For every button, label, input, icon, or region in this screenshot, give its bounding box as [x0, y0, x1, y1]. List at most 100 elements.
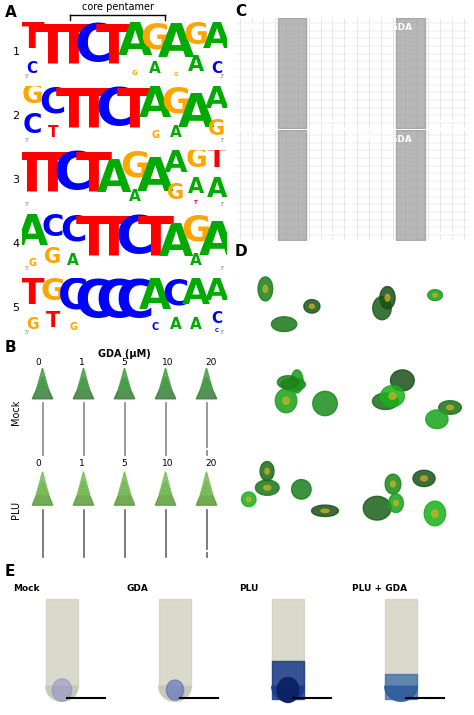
Polygon shape — [201, 472, 213, 495]
Text: G: G — [151, 130, 159, 140]
Text: A: A — [191, 252, 202, 267]
Text: T: T — [35, 149, 71, 201]
Polygon shape — [159, 686, 191, 701]
Text: A: A — [137, 156, 173, 201]
Polygon shape — [421, 476, 428, 481]
Text: 3': 3' — [220, 330, 225, 335]
Text: PLU: PLU — [239, 24, 259, 32]
Polygon shape — [242, 492, 256, 507]
Text: 3': 3' — [220, 266, 225, 271]
Text: 5: 5 — [122, 460, 128, 468]
Text: C: C — [42, 212, 64, 242]
Text: 0: 0 — [36, 358, 41, 368]
Polygon shape — [118, 472, 131, 495]
Polygon shape — [313, 391, 337, 415]
Text: C: C — [74, 277, 113, 329]
Text: 4: 4 — [12, 239, 19, 249]
Polygon shape — [265, 468, 269, 474]
Text: 0: 0 — [36, 460, 41, 468]
Text: A: A — [205, 84, 228, 114]
Text: T: T — [20, 277, 45, 311]
Polygon shape — [159, 598, 191, 686]
Polygon shape — [159, 472, 172, 495]
Text: A: A — [203, 21, 231, 55]
Polygon shape — [413, 470, 435, 487]
Text: PLU: PLU — [239, 358, 259, 366]
Text: GDA (μM): GDA (μM) — [98, 349, 151, 359]
Text: 3': 3' — [220, 202, 225, 207]
Text: A: A — [149, 61, 161, 76]
Polygon shape — [433, 293, 438, 297]
Text: 3': 3' — [220, 74, 225, 79]
Text: A: A — [188, 55, 204, 75]
Text: C: C — [215, 327, 219, 332]
Text: D: D — [235, 245, 247, 260]
Polygon shape — [272, 661, 304, 699]
Polygon shape — [258, 277, 273, 301]
Polygon shape — [155, 377, 176, 399]
Text: E: E — [5, 565, 15, 579]
Text: C: C — [211, 61, 222, 76]
Text: 3: 3 — [12, 175, 19, 185]
Text: PLU + GDA: PLU + GDA — [356, 24, 412, 32]
Text: T: T — [96, 21, 132, 73]
Text: T: T — [76, 149, 112, 201]
Text: 5': 5' — [24, 266, 29, 271]
Polygon shape — [447, 405, 454, 410]
Polygon shape — [263, 285, 268, 292]
Polygon shape — [380, 287, 395, 309]
Text: T: T — [35, 21, 71, 73]
Text: T: T — [76, 213, 112, 265]
Text: 20: 20 — [205, 460, 216, 468]
Text: C: C — [95, 277, 134, 329]
Text: C: C — [58, 276, 89, 318]
Polygon shape — [304, 300, 320, 313]
Text: PLU: PLU — [239, 583, 259, 593]
Text: A: A — [139, 276, 172, 318]
Text: C: C — [163, 277, 189, 311]
Text: C: C — [211, 311, 222, 326]
Polygon shape — [114, 377, 135, 399]
Polygon shape — [385, 295, 390, 301]
Text: A: A — [5, 5, 17, 20]
Polygon shape — [381, 385, 404, 407]
Text: G: G — [184, 21, 209, 50]
Text: 1: 1 — [79, 358, 84, 368]
Text: T: T — [55, 85, 91, 137]
Polygon shape — [311, 505, 338, 516]
Text: 10: 10 — [162, 358, 173, 368]
Text: G: G — [167, 183, 184, 203]
Polygon shape — [196, 377, 217, 399]
Text: T: T — [117, 85, 153, 137]
Polygon shape — [385, 474, 401, 494]
Text: C: C — [235, 4, 246, 19]
Text: G: G — [185, 147, 207, 173]
Polygon shape — [32, 377, 53, 399]
Text: G: G — [26, 317, 38, 332]
Text: G: G — [182, 213, 211, 247]
Text: T: T — [194, 199, 198, 204]
Polygon shape — [272, 598, 304, 686]
Polygon shape — [114, 480, 135, 506]
Text: core pentamer: core pentamer — [82, 2, 154, 12]
Text: CIM: CIM — [239, 136, 258, 144]
Polygon shape — [73, 377, 94, 399]
Text: A: A — [157, 21, 194, 66]
Polygon shape — [385, 686, 417, 701]
Polygon shape — [246, 497, 251, 501]
Text: Mock: Mock — [11, 400, 21, 425]
Text: 10: 10 — [162, 460, 173, 468]
Polygon shape — [155, 480, 176, 506]
Polygon shape — [159, 368, 172, 390]
Polygon shape — [46, 686, 78, 701]
Polygon shape — [290, 383, 297, 386]
Text: C: C — [27, 61, 38, 76]
Text: 5': 5' — [24, 138, 29, 143]
Polygon shape — [36, 368, 49, 390]
Polygon shape — [426, 410, 448, 428]
Polygon shape — [310, 305, 314, 308]
Text: T: T — [76, 85, 112, 137]
Polygon shape — [201, 368, 213, 390]
Text: A: A — [97, 158, 131, 201]
Polygon shape — [373, 393, 399, 410]
